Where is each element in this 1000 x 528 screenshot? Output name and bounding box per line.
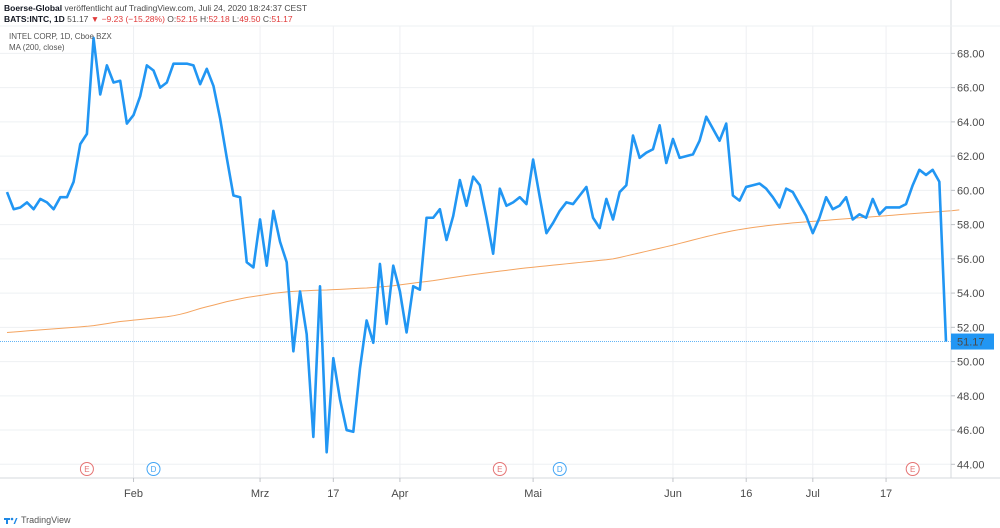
last-price-label: 51.17 xyxy=(951,333,994,350)
y-tick-label: 64.00 xyxy=(957,117,985,129)
last-price-text: 51.17 xyxy=(957,337,985,349)
published-text: veröffentlicht auf TradingView.com, Juli… xyxy=(62,3,308,13)
tradingview-logo-icon xyxy=(4,517,18,524)
x-tick-label: Feb xyxy=(124,488,143,500)
y-tick-label: 56.00 xyxy=(957,254,985,266)
x-tick-label: Mai xyxy=(524,488,542,500)
y-tick-label: 44.00 xyxy=(957,459,985,471)
dividend-marker xyxy=(552,462,567,476)
x-tick-label: Jun xyxy=(664,488,682,500)
publish-info: Boerse-Global veröffentlicht auf Trading… xyxy=(4,3,307,13)
x-tick-label: Mrz xyxy=(251,488,269,500)
low-label: L: xyxy=(232,14,240,24)
open-label: O: xyxy=(167,14,177,24)
grid-lines xyxy=(0,26,951,478)
earnings-marker-label: E xyxy=(497,465,502,474)
last-value: 51.17 xyxy=(67,14,89,24)
ma-200-line xyxy=(6,209,960,333)
legend-ma: MA (200, close) xyxy=(9,43,65,52)
x-tick-label: 16 xyxy=(740,488,752,500)
y-tick-label: 50.00 xyxy=(957,357,985,369)
close-value: 51.17 xyxy=(271,14,293,24)
y-tick-label: 68.00 xyxy=(957,48,985,60)
x-tick-label: 17 xyxy=(880,488,892,500)
open-value: 52.15 xyxy=(176,14,198,24)
earnings-marker-label: E xyxy=(910,465,915,474)
x-tick-label: Jul xyxy=(806,488,820,500)
y-tick-label: 60.00 xyxy=(957,185,985,197)
y-tick-label: 62.00 xyxy=(957,151,985,163)
x-tick-label: 17 xyxy=(327,488,339,500)
low-value: 49.50 xyxy=(239,14,261,24)
symbol: BATS:INTC, 1D xyxy=(4,14,65,24)
earnings-marker xyxy=(79,462,94,476)
footer-brand-text: TradingView xyxy=(21,515,71,525)
y-axis-ticks: 44.00 46.00 48.00 50.00 52.00 54.00 56.00 58.00… xyxy=(951,48,985,471)
price-line xyxy=(5,36,948,454)
y-tick-label: 66.00 xyxy=(957,83,985,95)
footer-brand: TradingView xyxy=(4,515,71,525)
dividend-marker-label: D xyxy=(151,465,157,474)
y-tick-label: 48.00 xyxy=(957,391,985,403)
x-axis-ticks: Feb Mrz 17 Apr Mai Jun 16 Jul 17 xyxy=(124,478,892,500)
y-tick-label: 52.00 xyxy=(957,322,985,334)
y-tick-label: 54.00 xyxy=(957,288,985,300)
x-tick-label: Apr xyxy=(391,488,408,500)
high-value: 52.18 xyxy=(208,14,230,24)
last-price-badge xyxy=(951,333,994,350)
down-arrow-icon: ▼ xyxy=(90,14,100,24)
earnings-marker xyxy=(492,462,507,476)
legend-symbol: INTEL CORP, 1D, Cboe BZX xyxy=(9,32,112,41)
dividend-marker xyxy=(146,462,161,476)
symbol-info: BATS:INTC, 1D 51.17 ▼ −9.23 (−15.28%) O:… xyxy=(4,14,293,24)
y-tick-label: 46.00 xyxy=(957,425,985,437)
y-tick-label: 58.00 xyxy=(957,220,985,232)
dividend-marker-label: D xyxy=(557,465,563,474)
earnings-marker-label: E xyxy=(84,465,89,474)
change-value: −9.23 (−15.28%) xyxy=(101,14,165,24)
high-label: H: xyxy=(199,14,209,24)
publisher-name: Boerse-Global xyxy=(4,3,63,13)
earnings-marker xyxy=(905,462,920,476)
close-label: C: xyxy=(262,14,272,24)
axes xyxy=(0,0,1000,479)
